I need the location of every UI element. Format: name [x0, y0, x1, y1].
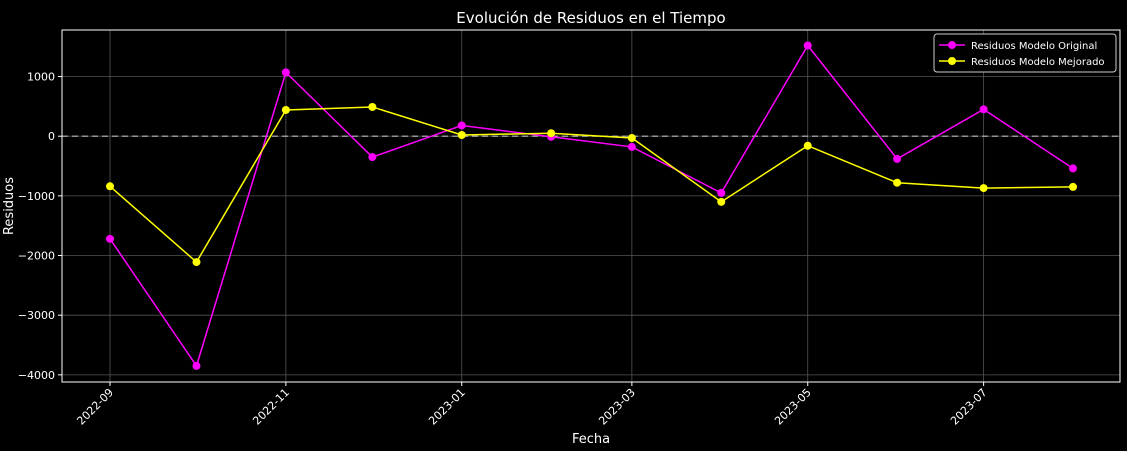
legend-box [933, 33, 1117, 73]
data-point-mejorado [106, 182, 114, 191]
data-point-mejorado [368, 102, 377, 111]
data-point-mejorado [893, 178, 902, 187]
data-point-original [457, 121, 466, 130]
series-line-original [109, 44, 1074, 368]
data-point-original [717, 188, 726, 197]
data-point-mejorado [979, 184, 988, 193]
y-tick-label: −4000 [18, 369, 55, 382]
data-point-original [368, 153, 377, 162]
data-point-original [979, 105, 988, 114]
data-point-original [627, 142, 636, 151]
data-point-mejorado [281, 105, 290, 114]
data-point-mejorado [457, 131, 466, 140]
plot-area-frame [61, 29, 1121, 383]
series-lines [106, 41, 1077, 370]
y-tick-label: −1000 [18, 190, 55, 203]
data-point-original [893, 154, 902, 163]
data-point-mejorado [1069, 182, 1077, 191]
data-point-mejorado [717, 197, 726, 206]
data-point-mejorado [547, 129, 556, 138]
data-point-mejorado [627, 133, 636, 142]
y-tick-label: 0 [48, 130, 55, 143]
series-line-mejorado [109, 106, 1074, 264]
data-point-mejorado [803, 141, 812, 150]
y-tick-label: 1000 [27, 71, 55, 84]
data-point-mejorado [192, 258, 201, 267]
y-tick-label: −3000 [18, 309, 55, 322]
legend-marker-mejorado [948, 57, 956, 65]
legend-marker-original [948, 41, 956, 49]
legend-label-mejorado: Residuos Modelo Mejorado [971, 57, 1105, 68]
legend-label-original: Residuos Modelo Original [971, 41, 1097, 52]
y-tick-label: −2000 [18, 250, 55, 263]
data-point-original [106, 234, 114, 243]
x-axis-label: Fecha [572, 432, 610, 447]
data-point-original [803, 41, 812, 50]
y-axis: 1000 0 −1000 −2000 −3000 −4000 [18, 71, 62, 382]
legend: Residuos Modelo Original Residuos Modelo… [933, 33, 1117, 73]
data-point-original [192, 361, 201, 370]
data-point-original [281, 68, 290, 77]
y-axis-label: Residuos [2, 177, 17, 235]
chart-title: Evolución de Residuos en el Tiempo [456, 9, 725, 27]
data-point-original [1069, 164, 1077, 173]
